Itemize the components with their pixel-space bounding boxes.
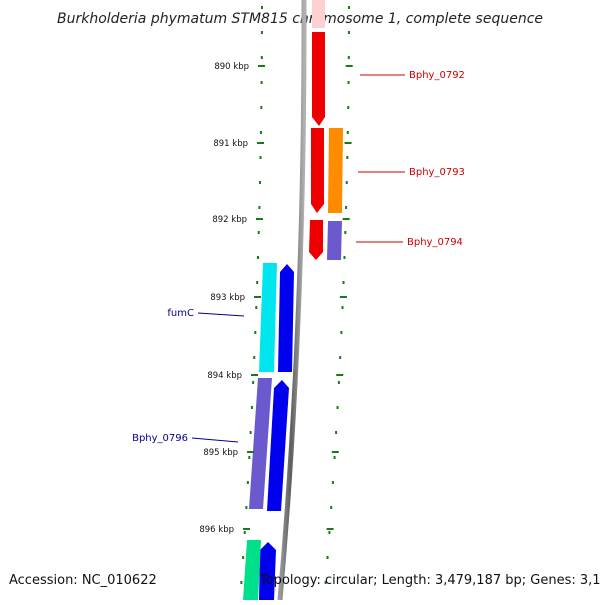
map-title: Burkholderia phymatum STM815 chromosome … [57,11,543,27]
ruler-tick [251,374,258,376]
cds-bphy-0792 [312,32,325,126]
ruler-tick-label: 896 kbp [199,525,234,535]
ring-dot [341,306,344,309]
ring-dot [345,206,348,209]
ring-dot [243,531,246,534]
ring-dot [345,181,348,184]
ring-dot [339,356,342,359]
ring-dot [330,506,333,509]
dotted-rings [240,6,350,584]
cog-bphy-0794 [327,221,342,260]
ring-dot [256,281,259,284]
ring-dot [260,6,263,9]
ring-dot [336,406,339,409]
ring-dot [347,81,350,84]
ring-dot [240,581,243,584]
gene-leader-line [191,437,239,443]
ruler-tick [336,374,344,376]
ring-dot [335,431,338,434]
ring-dot [252,381,255,384]
ruler-tick [342,218,350,220]
accession-text: Accession: NC_010622 [9,573,157,588]
ring-dot [347,56,350,59]
ring-dot [242,556,245,559]
ruler-tick [256,218,263,220]
ruler-tick-label: 891 kbp [213,139,248,149]
cog-bphy-0793 [328,128,343,213]
cds-bphy-0796 [267,380,289,511]
gene-label[interactable]: Bphy_0793 [409,167,465,178]
ring-dot [340,331,343,334]
ring-dot [246,481,249,484]
ring-dot [248,456,251,459]
ruler-tick-label: 895 kbp [203,448,238,458]
cog-next [243,540,261,600]
cds-bphy-0793 [311,128,324,213]
gene-label[interactable]: Bphy_0794 [407,237,463,248]
cds-next-reverse [259,542,276,600]
ruler-tick [345,65,353,67]
cds-fumc [278,264,294,372]
ring-dot [254,331,257,334]
position-ruler: 890 kbp 891 kbp 892 kbp 893 kbp 894 kbp 895 k… [199,62,353,535]
cog-bphy-0796 [249,378,272,509]
gene-label[interactable]: Bphy_0792 [409,70,465,81]
ring-dot [337,381,340,384]
ring-dot [342,281,345,284]
feature-track [243,0,343,600]
ring-dot [257,231,260,234]
ring-dot [331,481,334,484]
ring-dot [250,406,253,409]
gene-leader-line [197,312,245,317]
ring-dot [333,456,336,459]
ring-dot [344,231,347,234]
ruler-tick [254,296,261,298]
ruler-tick-label: 892 kbp [212,215,247,225]
ring-dot [326,556,329,559]
ring-dot [260,31,263,34]
ruler-tick [247,451,254,453]
ring-dot [347,6,350,9]
ring-dot [324,581,327,584]
ring-dot [259,156,262,159]
ruler-tick [243,528,250,530]
ruler-tick-label: 894 kbp [207,371,242,381]
ring-dot [256,256,259,259]
ring-dot [260,81,263,84]
ring-dot [259,131,262,134]
ruler-tick [257,142,264,144]
ring-dot [245,506,248,509]
ring-dot [346,131,349,134]
ring-dot [328,531,331,534]
ruler-tick [258,65,265,67]
cds-bphy-0794 [309,220,323,260]
gene-labels: Bphy_0792 Bphy_0793 Bphy_0794 fumC Bphy_0796 [132,70,465,444]
feature-fade-top [312,0,325,28]
ring-dot [258,181,261,184]
ring-dot [343,256,346,259]
ring-dot [347,106,350,109]
ruler-tick-label: 893 kbp [210,293,245,303]
ring-dot [253,356,256,359]
ruler-tick [344,142,352,144]
ring-dot [260,106,263,109]
ring-dot [346,156,349,159]
ring-dot [260,56,263,59]
ruler-tick [331,451,339,453]
backbone-arc [277,0,307,601]
ring-dot [249,431,252,434]
gene-label[interactable]: fumC [167,308,194,319]
cog-fumc [259,263,277,372]
topology-summary: Topology: circular; Length: 3,479,187 bp… [260,573,600,588]
ring-dot [255,306,258,309]
ring-dot [347,31,350,34]
ruler-tick-label: 890 kbp [214,62,249,72]
ruler-tick [339,296,347,298]
ruler-tick [326,528,334,530]
gene-label[interactable]: Bphy_0796 [132,433,188,444]
ring-dot [258,206,261,209]
